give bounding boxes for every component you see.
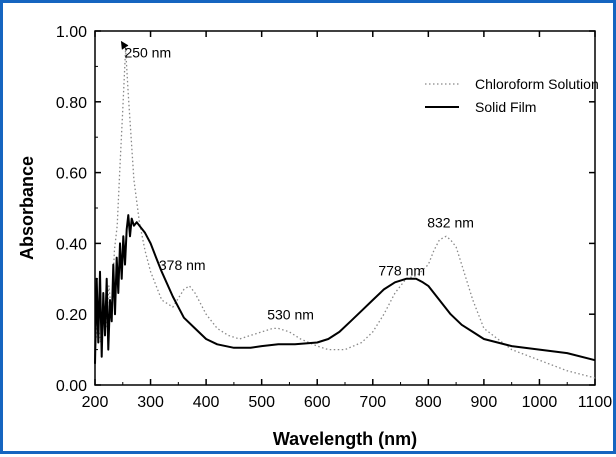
- series-solid-film: [94, 214, 596, 364]
- y-tick-label: 0.00: [56, 378, 87, 395]
- legend-label-solid-film: Solid Film: [475, 99, 536, 115]
- x-tick-label: 1000: [522, 394, 558, 411]
- annotation-378-nm: 378 nm: [159, 257, 206, 273]
- legend: Chloroform Solution Solid Film: [425, 76, 599, 115]
- series-layer: [94, 48, 596, 379]
- absorbance-chart: 0.00 0.20 0.40 0.60 0.80 1.00 200 300 400 500 600…: [17, 24, 613, 449]
- annotation-832-nm: 832 nm: [427, 214, 474, 230]
- y-axis-ticks: 0.00 0.20 0.40 0.60 0.80 1.00: [56, 24, 595, 395]
- y-tick-label: 0.40: [56, 236, 87, 253]
- annotation-530-nm: 530 nm: [267, 307, 314, 323]
- annotation-250-nm: 250 nm: [124, 45, 171, 61]
- x-tick-label: 300: [137, 394, 164, 411]
- legend-label-chloroform-solution: Chloroform Solution: [475, 76, 599, 92]
- x-tick-label: 400: [193, 394, 220, 411]
- x-tick-label: 1100: [578, 394, 613, 411]
- x-axis-ticks: 200 300 400 500 600 700 800 900 1000 1100: [82, 31, 613, 411]
- x-axis-title: Wavelength (nm): [273, 429, 417, 449]
- y-axis-title: Absorbance: [17, 156, 37, 260]
- x-tick-label: 700: [359, 394, 386, 411]
- annotations-layer: 250 nm 378 nm 530 nm 778 nm 832 nm: [120, 40, 474, 323]
- x-tick-label: 800: [415, 394, 442, 411]
- series-chloroform-solution: [94, 48, 596, 379]
- annotation-arrow-250-nm: [120, 40, 129, 50]
- x-tick-label: 900: [471, 394, 498, 411]
- y-tick-label: 1.00: [56, 24, 87, 41]
- annotation-778-nm: 778 nm: [378, 262, 425, 278]
- y-tick-label: 0.60: [56, 166, 87, 183]
- x-tick-label: 200: [82, 394, 109, 411]
- y-tick-label: 0.80: [56, 95, 87, 112]
- x-tick-label: 600: [304, 394, 331, 411]
- y-tick-label: 0.20: [56, 307, 87, 324]
- x-tick-label: 500: [248, 394, 275, 411]
